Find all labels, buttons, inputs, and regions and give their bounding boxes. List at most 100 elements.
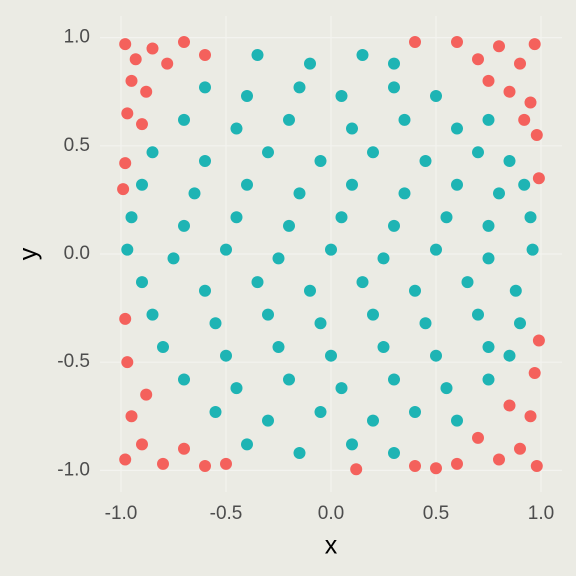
point — [117, 183, 130, 196]
point — [230, 211, 243, 224]
point — [121, 107, 134, 120]
point — [409, 460, 421, 473]
x-tick-label: -1.0 — [105, 503, 138, 524]
point — [350, 463, 363, 476]
point — [314, 154, 327, 167]
point — [346, 122, 358, 135]
y-tick-label: 0.5 — [64, 135, 90, 156]
point — [482, 113, 495, 126]
point — [146, 146, 159, 159]
point — [503, 85, 516, 98]
y-tick-label: -1.0 — [57, 459, 90, 480]
point — [524, 211, 537, 224]
y-tick-label: 1.0 — [64, 27, 90, 48]
point — [199, 284, 211, 297]
point — [161, 57, 174, 70]
point — [518, 178, 531, 191]
point — [283, 113, 295, 126]
point — [356, 276, 369, 289]
point — [493, 40, 505, 53]
point — [482, 341, 495, 354]
point — [482, 219, 495, 232]
point — [409, 35, 421, 48]
point — [283, 373, 295, 386]
point — [241, 438, 253, 451]
point — [482, 252, 495, 265]
point — [398, 113, 411, 126]
point — [178, 373, 190, 386]
point — [119, 453, 132, 466]
point — [335, 90, 348, 103]
point — [335, 211, 348, 224]
point — [140, 388, 153, 401]
point — [241, 178, 253, 191]
point — [178, 35, 190, 48]
point — [440, 382, 453, 395]
point — [388, 81, 400, 94]
point — [325, 349, 337, 362]
point — [146, 42, 159, 55]
point — [157, 457, 169, 470]
point — [209, 405, 222, 418]
point — [293, 447, 306, 460]
point — [136, 438, 148, 451]
point — [530, 129, 543, 141]
x-tick-label: -0.5 — [210, 503, 243, 524]
point — [293, 187, 306, 200]
point — [167, 252, 180, 265]
point — [314, 317, 327, 330]
point — [514, 57, 526, 70]
point — [119, 312, 132, 325]
point — [314, 405, 327, 418]
point — [528, 38, 541, 51]
y-tick-label: -0.5 — [57, 351, 90, 372]
point — [209, 317, 222, 330]
point — [509, 284, 522, 297]
point — [430, 243, 442, 256]
point — [119, 38, 132, 51]
y-axis-title: y — [15, 247, 43, 260]
point — [451, 122, 463, 135]
point — [325, 243, 337, 256]
point — [461, 276, 474, 289]
point — [367, 146, 379, 159]
point — [136, 178, 148, 191]
point — [503, 399, 516, 412]
point — [524, 96, 537, 109]
point — [346, 178, 358, 191]
point — [251, 48, 264, 61]
point — [514, 317, 526, 330]
point — [220, 349, 232, 362]
point — [272, 341, 285, 354]
point — [178, 113, 190, 126]
point — [482, 373, 495, 386]
point — [146, 308, 159, 321]
point — [136, 118, 148, 131]
point — [188, 187, 201, 200]
point — [493, 453, 505, 466]
point — [482, 74, 495, 87]
point — [451, 457, 463, 470]
point — [532, 172, 545, 185]
point — [472, 146, 484, 159]
point — [377, 252, 390, 265]
point — [440, 211, 453, 224]
point — [430, 462, 442, 475]
point — [530, 460, 543, 473]
point — [419, 317, 432, 330]
point — [251, 276, 264, 289]
point — [178, 442, 190, 455]
point — [136, 276, 148, 289]
point — [220, 243, 232, 256]
x-tick-label: 0.0 — [318, 503, 344, 524]
point — [526, 243, 539, 256]
point — [398, 187, 411, 200]
point — [140, 85, 153, 98]
point — [129, 53, 142, 66]
point — [451, 35, 463, 48]
point — [528, 367, 541, 379]
point — [262, 308, 274, 321]
point — [503, 154, 516, 167]
point — [451, 414, 463, 427]
